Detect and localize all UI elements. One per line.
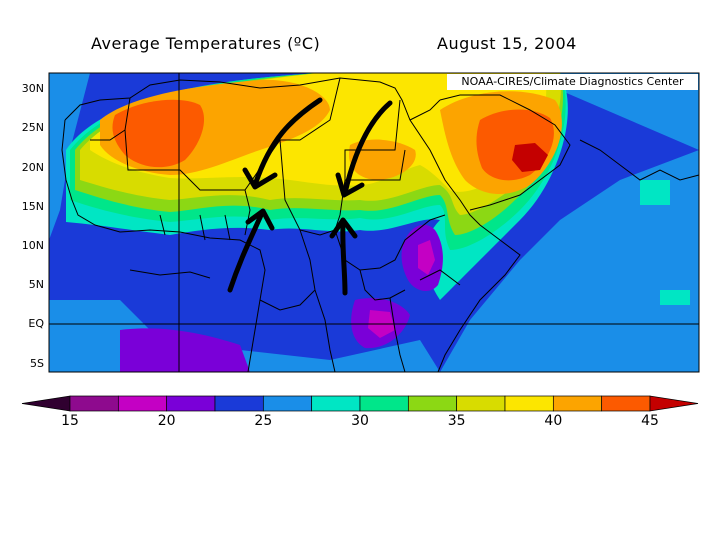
colorbar-bin	[166, 395, 216, 412]
latitude-label: 30N	[21, 82, 44, 95]
colorbar-bin	[69, 395, 119, 412]
colorbar-bin	[601, 395, 651, 412]
latitude-label: 5N	[28, 278, 44, 291]
colorbar-tick-label: 30	[351, 413, 369, 429]
colorbar-bin	[552, 395, 603, 412]
colorbar-bin	[21, 395, 71, 412]
latitude-label: 5S	[30, 357, 44, 370]
colorbar-tick-label: 25	[254, 413, 273, 429]
colorbar-bin	[311, 395, 361, 412]
colorbar	[21, 395, 699, 412]
latitude-label: 25N	[21, 121, 44, 134]
map-title: Average Temperatures (ºC)	[91, 34, 321, 53]
wind-arrows	[227, 97, 393, 296]
colorbar-tick-label: 45	[641, 413, 659, 429]
colorbar-bin	[262, 395, 313, 412]
colorbar-tick-label: 40	[544, 413, 563, 429]
colorbar-bin	[649, 395, 699, 412]
latitude-label: 15N	[21, 200, 44, 213]
map-date: August 15, 2004	[437, 34, 577, 53]
colorbar-bin	[504, 395, 554, 412]
colorbar-bin	[456, 395, 506, 412]
colorbar-bin	[214, 395, 264, 412]
colorbar-tick-label: 35	[447, 413, 466, 429]
latitude-label: 10N	[21, 239, 44, 252]
colorbar-bin	[117, 395, 168, 412]
latitude-label: 20N	[21, 161, 44, 174]
country-borders	[61, 77, 700, 373]
credit-label: NOAA-CIRES/Climate Diagnostics Center	[447, 74, 698, 90]
colorbar-bin	[359, 395, 409, 412]
colorbar-bin	[407, 395, 458, 412]
colorbar-tick-label: 20	[157, 413, 176, 429]
latitude-label: EQ	[28, 317, 44, 330]
colorbar-tick-label: 15	[61, 413, 79, 429]
